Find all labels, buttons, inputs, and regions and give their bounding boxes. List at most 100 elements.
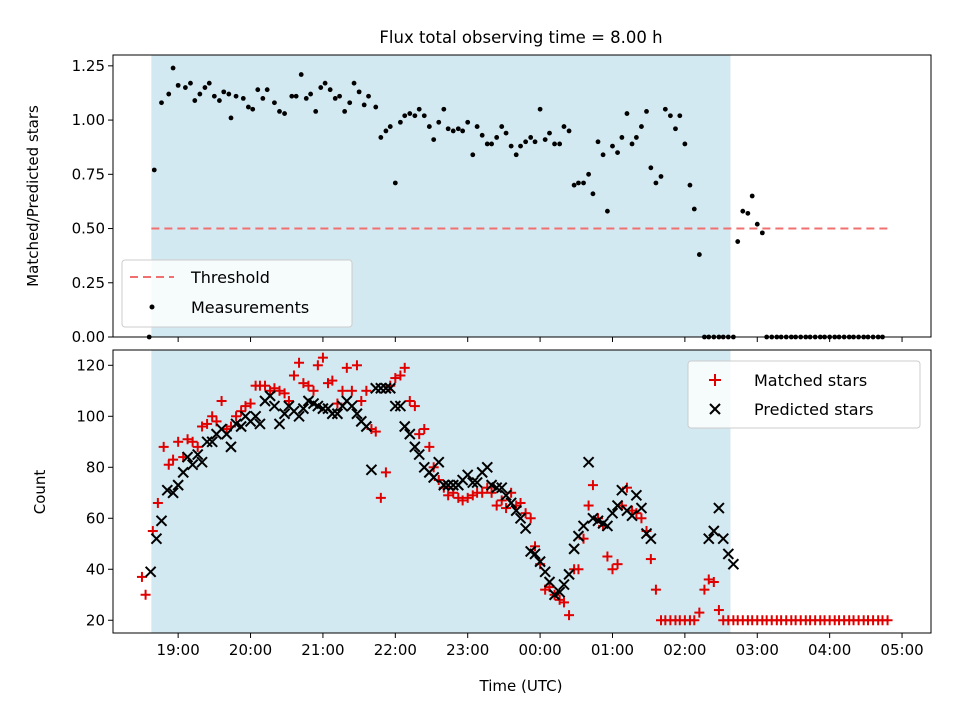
matched-star-point	[140, 589, 151, 600]
matched-star-point	[182, 434, 193, 445]
predicted-star-point	[196, 456, 208, 468]
measurement-point	[170, 65, 176, 71]
measurement-point	[431, 137, 437, 143]
legend-matched-label: Matched stars	[754, 371, 867, 390]
matched-star-point	[380, 467, 391, 478]
predicted-star-point	[144, 566, 157, 578]
measurement-point	[571, 182, 577, 188]
predicted-star-point	[438, 479, 450, 491]
matched-star-point	[317, 352, 328, 363]
measurement-point	[308, 91, 314, 97]
predicted-star-point	[254, 418, 266, 430]
measurement-point	[687, 182, 693, 188]
top-plot-frame	[112, 54, 932, 338]
matched-star-point	[650, 584, 661, 595]
measurement-point	[470, 152, 476, 158]
predicted-star-point	[235, 420, 247, 433]
measurement-point	[221, 89, 227, 95]
measurement-point	[397, 119, 403, 125]
y-tick-label: 0.25	[72, 274, 105, 292]
measurement-point	[455, 126, 461, 132]
matched-star-point	[303, 380, 314, 391]
measurement-point	[691, 206, 697, 212]
matched-star-point	[136, 571, 147, 582]
matched-star-point	[260, 380, 271, 391]
measurement-point	[508, 143, 514, 149]
matched-star-point	[520, 508, 531, 519]
predicted-star-point	[568, 543, 580, 555]
measurement-point	[557, 141, 563, 147]
measurement-point	[619, 135, 625, 140]
predicted-star-point	[399, 420, 411, 433]
measurement-point	[667, 113, 673, 119]
predicted-star-point	[150, 532, 163, 545]
observing-window-band	[151, 350, 731, 633]
bottom-y-axis-ticks: 20 40 60 80 100 120	[76, 356, 113, 629]
predicted-star-point	[713, 502, 725, 514]
measurement-point	[615, 150, 620, 156]
predicted-star-point	[490, 481, 503, 494]
measurement-point	[421, 113, 427, 119]
matched-star-point	[202, 418, 213, 429]
measurement-point	[313, 109, 319, 114]
measurement-point	[696, 252, 702, 257]
predicted-star-point	[293, 410, 305, 422]
matched-star-point	[699, 584, 710, 595]
matched-star-point	[612, 559, 623, 570]
predicted-star-point	[626, 510, 638, 522]
matched-star-point	[245, 398, 256, 409]
measurement-point	[460, 128, 466, 134]
matched-star-point	[404, 395, 415, 406]
measurement-point	[347, 100, 353, 106]
measurement-point	[605, 208, 610, 214]
measurement-point	[648, 165, 654, 171]
measurement-point	[749, 193, 755, 199]
predicted-star-point	[365, 464, 378, 476]
predicted-star-point	[529, 548, 541, 560]
measurement-point	[561, 124, 567, 129]
matched-star-point	[341, 362, 352, 373]
y-tick-label: 40	[86, 560, 105, 578]
measurement-point	[392, 180, 398, 186]
matched-star-point	[158, 441, 169, 452]
measurement-point	[342, 109, 348, 114]
predicted-star-point	[380, 382, 392, 394]
y-tick-label: 0.75	[72, 165, 105, 183]
matched-star-point	[424, 441, 435, 452]
predicted-star-point	[514, 512, 527, 524]
measurement-point	[378, 135, 384, 140]
measurement-point	[610, 143, 615, 149]
matched-star-point	[370, 426, 381, 437]
bottom-panel: 20 40 60 80 100 120 19:00 20:00 21:00 22:00 23:00…	[31, 349, 932, 695]
matched-star-point	[327, 375, 338, 386]
predicted-star-point	[708, 525, 720, 537]
bottom-y-axis-label: Count	[31, 470, 49, 515]
matched-star-point	[294, 357, 305, 368]
measurement-point	[633, 135, 639, 140]
measurement-point	[740, 208, 746, 214]
predicted-star-point	[273, 418, 286, 430]
predicted-star-point	[404, 428, 416, 440]
measurement-point	[644, 109, 649, 114]
matched-star-point	[558, 597, 569, 608]
y-tick-label: 20	[86, 611, 105, 629]
measurement-point	[192, 98, 198, 103]
y-tick-label: 60	[86, 509, 105, 527]
predicted-star-point	[167, 487, 179, 499]
measurement-point	[245, 104, 251, 110]
measurement-point	[523, 139, 529, 145]
y-tick-label: 0.00	[72, 328, 105, 346]
matched-star-point	[564, 610, 575, 621]
predicted-star-point	[496, 481, 508, 494]
predicted-star-point	[500, 489, 512, 502]
matched-star-point	[390, 373, 401, 384]
measurement-point	[566, 128, 572, 134]
y-tick-label: 80	[86, 458, 105, 476]
predicted-star-point	[539, 566, 551, 578]
measurement-point	[547, 130, 552, 136]
measurement-point	[503, 130, 509, 136]
predicted-star-point	[481, 461, 493, 473]
x-tick-label: 20:00	[229, 641, 272, 659]
matched-star-point	[689, 615, 700, 626]
